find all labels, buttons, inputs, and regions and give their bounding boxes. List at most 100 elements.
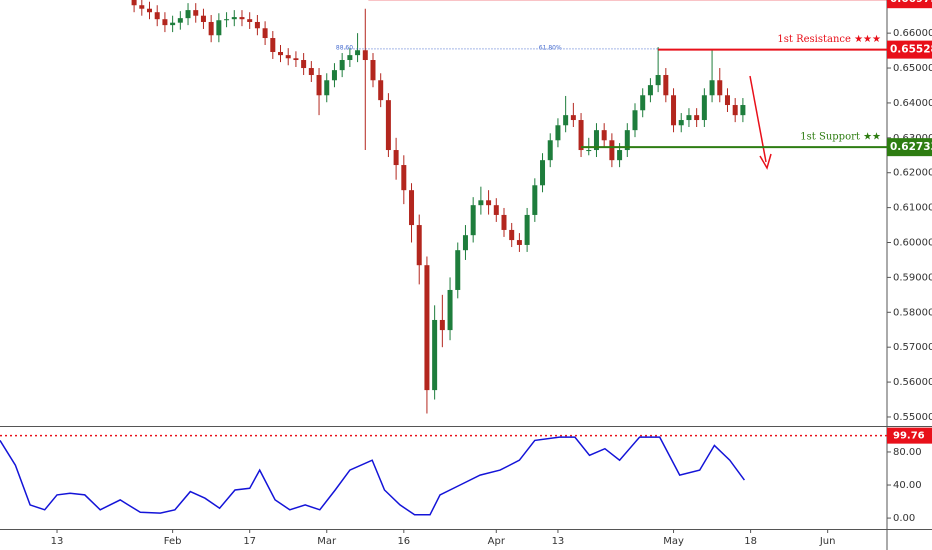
candle-body: [609, 140, 615, 161]
candle-body: [717, 80, 723, 96]
x-tick-label: 16: [397, 536, 410, 547]
level-price-box: [887, 138, 932, 157]
candle-body: [362, 50, 368, 61]
candle-body: [355, 50, 361, 56]
candle-body: [131, 0, 137, 6]
candle-body: [470, 205, 476, 236]
candle-body: [278, 51, 284, 56]
y-tick-label: 0.65000: [893, 63, 932, 74]
level-price: 0.66973: [890, 0, 932, 5]
candle-body: [224, 19, 230, 21]
candle-body: [308, 68, 314, 76]
candle-body: [162, 19, 168, 26]
candle-body: [732, 105, 738, 116]
candle-body: [378, 80, 384, 101]
candle-body: [586, 150, 592, 152]
fib-label: 88.60: [336, 44, 353, 51]
candle-body: [516, 240, 522, 245]
candle-body: [193, 10, 199, 16]
candle-body: [416, 225, 422, 266]
y-tick-label: 0.58000: [893, 307, 932, 318]
y-tick-label: 0.59000: [893, 272, 932, 283]
candle-body: [701, 95, 707, 121]
y-tick-label: 0.57000: [893, 342, 932, 353]
candle-body: [393, 150, 399, 166]
y-tick-label: 0.62000: [893, 168, 932, 179]
candle-body: [547, 140, 553, 161]
candle-body: [617, 150, 623, 161]
level-value: 99.76: [893, 431, 925, 442]
y-tick-label: 0.60000: [893, 238, 932, 249]
y-tick-label: 0.64000: [893, 98, 932, 109]
candle-body: [185, 10, 191, 19]
candle-body: [478, 200, 484, 206]
candle-body: [270, 38, 276, 52]
candle-body: [424, 265, 430, 391]
x-tick-label: 13: [51, 536, 64, 547]
candle-body: [285, 55, 291, 59]
fib-label: 61.80%: [539, 44, 562, 51]
candle-body: [686, 115, 692, 121]
candle-body: [147, 8, 153, 13]
candle-body: [640, 95, 646, 111]
x-tick-label: Mar: [317, 536, 337, 547]
candle-body: [324, 80, 330, 96]
candle-body: [678, 120, 684, 126]
candle-body: [509, 229, 515, 241]
candle-body: [532, 185, 538, 215]
x-tick-label: Feb: [164, 536, 182, 547]
candle-body: [177, 18, 183, 23]
y-tick-label: 40.00: [893, 480, 922, 491]
oscillator-line: [0, 436, 746, 516]
candle-body: [671, 95, 677, 126]
candle-body: [501, 214, 507, 230]
candle-body: [331, 70, 337, 81]
candle-body: [655, 75, 661, 86]
candle-body: [632, 110, 638, 131]
level-price: 0.62733: [890, 141, 932, 153]
candle-body: [385, 100, 391, 151]
candle-body: [740, 105, 746, 116]
candle-body: [694, 115, 700, 121]
x-tick-label: 17: [243, 536, 256, 547]
candle-body: [254, 21, 260, 29]
candle-body: [455, 250, 461, 290]
candle-body: [154, 12, 160, 20]
candle-body: [316, 75, 322, 96]
candle-body: [231, 17, 237, 20]
candle-body: [432, 319, 438, 391]
candle-body: [401, 165, 407, 191]
candle-body: [293, 58, 299, 61]
level-price-box: [887, 40, 932, 59]
candle-body: [578, 120, 584, 151]
candle-body: [339, 60, 345, 71]
y-tick-label: 0.56000: [893, 377, 932, 388]
candle-body: [524, 214, 530, 245]
candle-body: [262, 28, 268, 39]
candle-body: [139, 5, 145, 9]
x-tick-label: 18: [744, 536, 757, 547]
candle-body: [409, 190, 415, 226]
level-price-box: [887, 0, 932, 9]
level-value-box: [887, 427, 932, 444]
candle-body: [709, 80, 715, 96]
candle-body: [563, 115, 569, 126]
level-label: 1st Resistance ★★★: [777, 34, 881, 45]
candle-body: [486, 200, 492, 206]
candle-body: [493, 205, 499, 215]
y-tick-label: 0.66000: [893, 28, 932, 39]
candle-body: [555, 125, 561, 141]
candle-body: [170, 22, 176, 26]
candle-body: [724, 95, 730, 106]
candle-body: [447, 289, 453, 331]
x-tick-label: 13: [552, 536, 565, 547]
candle-body: [593, 130, 599, 151]
candle-body: [239, 17, 245, 20]
y-tick-label: 80.00: [893, 447, 922, 458]
candle-body: [347, 55, 353, 61]
candle-body: [208, 21, 214, 36]
level-label: 1st Support ★★: [800, 132, 881, 143]
candle-body: [439, 319, 445, 331]
